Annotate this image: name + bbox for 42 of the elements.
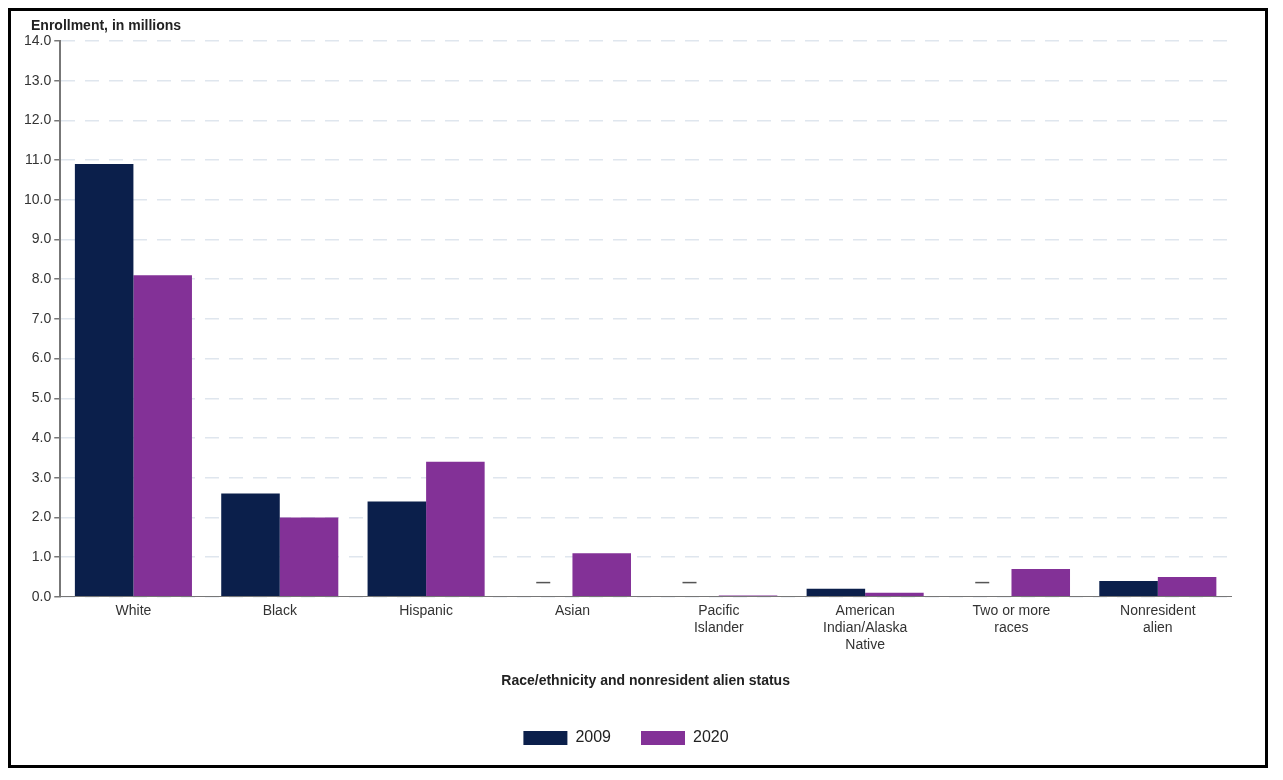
bar bbox=[74, 164, 134, 597]
text: — bbox=[975, 573, 990, 590]
y-tick-label: 7.0 bbox=[31, 309, 52, 326]
y-tick-label: 11.0 bbox=[25, 150, 52, 167]
bar bbox=[367, 501, 427, 597]
bar bbox=[865, 592, 924, 597]
y-tick-label: 4.0 bbox=[31, 428, 52, 445]
text: — bbox=[536, 573, 551, 590]
bar bbox=[1011, 569, 1071, 597]
bar bbox=[1157, 576, 1217, 597]
x-tick-label: Two or more races bbox=[972, 602, 1051, 635]
y-tick-label: 8.0 bbox=[31, 270, 52, 287]
bar bbox=[806, 588, 866, 597]
y-tick-label: 14.0 bbox=[24, 31, 52, 48]
x-tick-label: Black bbox=[262, 602, 298, 619]
bar bbox=[133, 275, 192, 597]
bar bbox=[221, 493, 280, 597]
x-tick-label: American Indian/Alaska Native bbox=[823, 602, 908, 652]
legend-label: 2020 bbox=[693, 728, 729, 746]
y-tick-label: 9.0 bbox=[31, 230, 52, 247]
bar bbox=[426, 461, 485, 597]
text: — bbox=[682, 573, 697, 590]
x-axis-title: Race/ethnicity and nonresident alien status bbox=[501, 672, 791, 689]
x-tick-label: Asian bbox=[554, 602, 590, 619]
y-tick-label: 5.0 bbox=[31, 389, 52, 406]
y-tick-label: 10.0 bbox=[24, 190, 52, 207]
y-tick-label: 12.0 bbox=[24, 111, 52, 128]
legend-label: 2009 bbox=[575, 728, 612, 746]
bar bbox=[572, 553, 631, 597]
bar bbox=[1099, 580, 1158, 597]
x-tick-label: Nonresident alien bbox=[1120, 602, 1196, 635]
x-tick-label: Pacific Islander bbox=[693, 602, 745, 635]
x-tick-label: White bbox=[115, 602, 152, 619]
y-tick-label: 2.0 bbox=[31, 508, 52, 525]
x-tick-label: Hispanic bbox=[399, 602, 453, 619]
bar bbox=[279, 517, 339, 597]
y-axis-title: Enrollment, in millions bbox=[31, 16, 182, 33]
y-tick-label: 6.0 bbox=[31, 349, 52, 366]
y-tick-label: 13.0 bbox=[24, 71, 52, 88]
y-tick-label: 3.0 bbox=[31, 468, 52, 485]
y-tick-label: 0.0 bbox=[31, 587, 52, 604]
y-tick-label: 1.0 bbox=[31, 547, 52, 564]
